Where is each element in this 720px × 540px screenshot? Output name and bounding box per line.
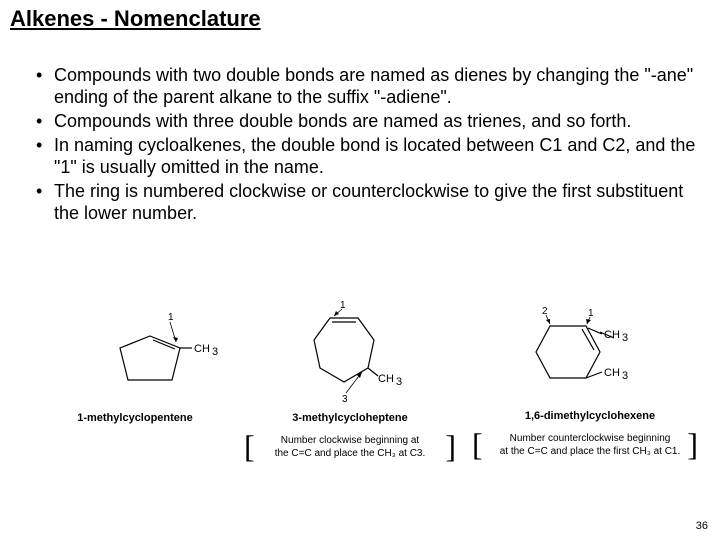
- svg-text:3: 3: [622, 370, 628, 382]
- svg-text:CH: CH: [604, 367, 620, 379]
- bullet-marker: •: [36, 180, 54, 202]
- bullet-marker: •: [36, 134, 54, 156]
- svg-text:3: 3: [622, 332, 628, 344]
- svg-text:CH: CH: [378, 373, 394, 385]
- bullet-marker: •: [36, 110, 54, 132]
- bracket-icon: [: [472, 426, 483, 463]
- svg-text:CH: CH: [194, 343, 210, 355]
- bracket-icon: ]: [687, 426, 698, 463]
- page-number: 36: [696, 520, 708, 532]
- molecule-name: 3-methylcycloheptene: [250, 412, 450, 424]
- bullet-item: • Compounds with three double bonds are …: [36, 110, 700, 132]
- bullet-text: Compounds with two double bonds are name…: [54, 64, 700, 108]
- molecule-caption: Number clockwise beginning at the C=C an…: [250, 434, 450, 460]
- molecule-cycloheptene: CH3 1 3 3-methylcycloheptene [ Number cl…: [250, 298, 450, 460]
- molecule-cyclohexene: CH3 CH3 2 1 1,6-dimethylcyclohexene [ Nu…: [480, 302, 700, 458]
- molecule-name: 1,6-dimethylcyclohexene: [480, 410, 700, 422]
- molecule-caption: Number counterclockwise beginning at the…: [480, 432, 700, 458]
- svg-text:2: 2: [542, 306, 548, 317]
- svg-text:1: 1: [168, 312, 174, 323]
- svg-text:1: 1: [588, 308, 594, 319]
- cyclohexene-structure: CH3 CH3 2 1: [480, 302, 680, 406]
- bracket-icon: ]: [445, 428, 456, 465]
- bullet-text: Compounds with three double bonds are na…: [54, 110, 700, 132]
- bracket-icon: [: [244, 428, 255, 465]
- svg-text:1: 1: [340, 300, 346, 311]
- bullet-item: • The ring is numbered clockwise or coun…: [36, 180, 700, 224]
- svg-text:3: 3: [212, 346, 218, 358]
- bullet-item: • In naming cycloalkenes, the double bon…: [36, 134, 700, 178]
- cycloheptene-structure: CH3 1 3: [250, 298, 450, 408]
- bullet-text: The ring is numbered clockwise or counte…: [54, 180, 700, 224]
- bullet-list: • Compounds with two double bonds are na…: [0, 36, 720, 224]
- bullet-item: • Compounds with two double bonds are na…: [36, 64, 700, 108]
- svg-text:CH: CH: [604, 329, 620, 341]
- bullet-text: In naming cycloalkenes, the double bond …: [54, 134, 700, 178]
- svg-text:3: 3: [342, 394, 348, 405]
- page-title: Alkenes - Nomenclature: [0, 0, 720, 36]
- molecule-diagrams: CH3 1 1-methylcyclopentene CH3 1 3 3-m: [0, 290, 720, 510]
- bullet-marker: •: [36, 64, 54, 86]
- molecule-name: 1-methylcyclopentene: [40, 412, 230, 424]
- molecule-cyclopentene: CH3 1 1-methylcyclopentene: [40, 308, 230, 424]
- cyclopentene-structure: CH3 1: [40, 308, 230, 408]
- svg-text:3: 3: [396, 376, 402, 388]
